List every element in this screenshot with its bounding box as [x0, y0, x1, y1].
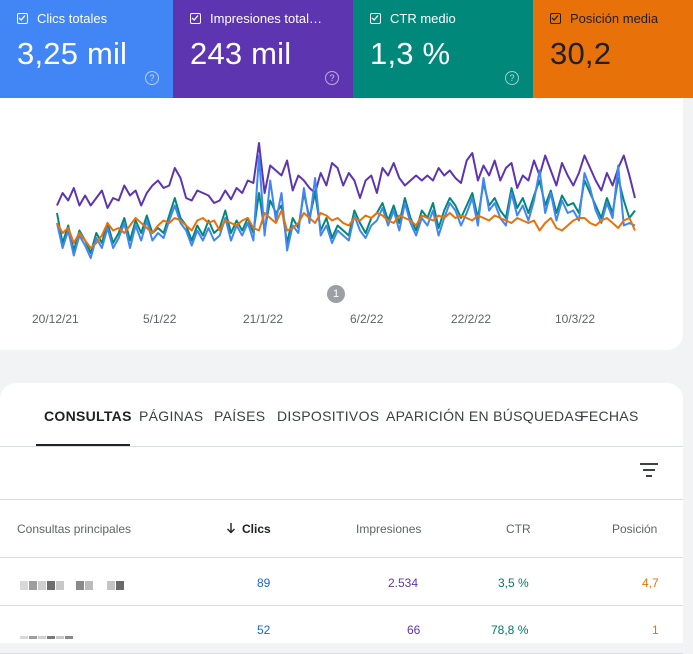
- x-tick-label: 21/1/22: [243, 312, 284, 326]
- annotation-marker[interactable]: 1: [327, 285, 345, 303]
- cell-clicks: 89: [257, 576, 271, 590]
- help-icon[interactable]: ?: [325, 71, 339, 85]
- x-tick-label: 6/2/22: [350, 312, 384, 326]
- table-panel: CONSULTAS PÁGINAS PAÍSES DISPOSITIVOS AP…: [0, 383, 683, 654]
- header-ctr[interactable]: CTR: [506, 522, 531, 536]
- cell-ctr: 3,5 %: [498, 576, 529, 590]
- tab-devices[interactable]: DISPOSITIVOS: [277, 408, 380, 424]
- cell-ctr: 78,8 %: [491, 623, 529, 637]
- x-tick-label: 20/12/21: [32, 312, 79, 326]
- active-tab-indicator: [36, 444, 130, 446]
- checkbox-icon[interactable]: [17, 13, 28, 24]
- performance-chart[interactable]: 20/12/21 5/1/22 21/1/22 6/2/22 22/2/22 1…: [0, 98, 683, 350]
- filter-bar: [0, 447, 683, 500]
- dimension-tabs: CONSULTAS PÁGINAS PAÍSES DISPOSITIVOS AP…: [0, 383, 683, 447]
- x-tick-label: 22/2/22: [451, 312, 492, 326]
- header-query[interactable]: Consultas principales: [17, 522, 132, 536]
- header-clicks-label: Clics: [242, 522, 271, 536]
- card-value: 1,3 %: [370, 36, 451, 71]
- x-tick-label: 5/1/22: [143, 312, 177, 326]
- tab-pages[interactable]: PÁGINAS: [139, 408, 204, 424]
- checkbox-icon[interactable]: [550, 13, 561, 24]
- help-icon[interactable]: ?: [505, 71, 519, 85]
- redacted-query: [20, 577, 125, 590]
- card-total-clicks[interactable]: Clics totales 3,25 mil ?: [0, 0, 173, 98]
- arrow-down-icon: [227, 523, 235, 534]
- filter-icon[interactable]: [640, 463, 658, 477]
- series-line-clicks: [56, 154, 636, 259]
- checkbox-icon[interactable]: [190, 13, 201, 24]
- chart-svg: [56, 142, 636, 259]
- checkbox-icon[interactable]: [370, 13, 381, 24]
- cell-impressions: 66: [407, 623, 421, 637]
- table-row[interactable]: 89 2.534 3,5 % 4,7: [0, 558, 683, 606]
- header-position[interactable]: Posición: [612, 522, 658, 536]
- card-label: Impresiones total…: [210, 11, 322, 26]
- cell-clicks: 52: [257, 623, 271, 637]
- card-label: CTR medio: [390, 11, 456, 26]
- card-value: 3,25 mil: [17, 36, 128, 71]
- card-total-impressions[interactable]: Impresiones total… 243 mil ?: [173, 0, 353, 98]
- tab-queries[interactable]: CONSULTAS: [44, 408, 132, 424]
- series-line-ctr: [56, 177, 636, 254]
- tab-dates[interactable]: FECHAS: [580, 408, 639, 424]
- x-tick-label: 10/3/22: [555, 312, 596, 326]
- overlay-mask: [0, 606, 172, 636]
- series-line-position: [56, 209, 636, 249]
- header-clicks[interactable]: Clics: [226, 522, 271, 536]
- tab-search-appearance[interactable]: APARICIÓN EN BÚSQUEDAS: [386, 408, 584, 424]
- card-average-position[interactable]: Posición media 30,2: [533, 0, 693, 98]
- table-header: Consultas principales Clics Impresiones …: [0, 500, 683, 558]
- help-icon[interactable]: ?: [145, 71, 159, 85]
- card-label: Clics totales: [37, 11, 108, 26]
- card-average-ctr[interactable]: CTR medio 1,3 % ?: [353, 0, 533, 98]
- cell-position: 4,7: [642, 576, 659, 590]
- cell-position: 1: [652, 623, 659, 637]
- card-value: 243 mil: [190, 36, 292, 71]
- cell-impressions: 2.534: [388, 576, 419, 590]
- header-impressions[interactable]: Impresiones: [356, 522, 422, 536]
- summary-cards: Clics totales 3,25 mil ? Impresiones tot…: [0, 0, 693, 98]
- tab-countries[interactable]: PAÍSES: [214, 408, 266, 424]
- card-value: 30,2: [550, 36, 612, 71]
- card-label: Posición media: [570, 11, 659, 26]
